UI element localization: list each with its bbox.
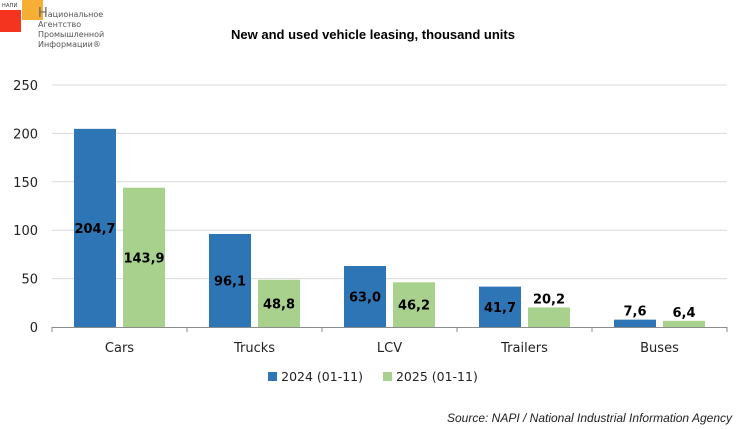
bar-lcv-2025 xyxy=(393,282,435,327)
logo-orange-square xyxy=(22,0,43,20)
bar-trucks-2025 xyxy=(258,279,300,327)
legend-swatch-2024 xyxy=(268,372,278,381)
y-tick-label: 100 xyxy=(13,224,38,239)
y-tick-label: 0 xyxy=(30,321,38,336)
data-label: 48,8 xyxy=(263,297,295,312)
data-label: 63,0 xyxy=(349,291,381,306)
y-tick-label: 200 xyxy=(13,127,38,142)
legend-swatch-2025 xyxy=(382,372,392,381)
data-label: 6,4 xyxy=(672,306,695,321)
data-label: 96,1 xyxy=(214,274,246,289)
logo-first-letter: Н xyxy=(38,6,48,21)
bar-trailers-2025 xyxy=(528,307,570,327)
bar-buses-2025 xyxy=(663,320,705,327)
y-axis-ticks: 0 50 100 150 200 250 xyxy=(13,79,38,336)
legend-label-2025: 2025 (01-11) xyxy=(395,369,478,384)
y-tick-label: 150 xyxy=(13,176,38,191)
chart-title: New and used vehicle leasing, thousand u… xyxy=(231,27,515,42)
x-tick-label: Trailers xyxy=(500,341,548,356)
x-tick-label: Buses xyxy=(640,341,679,356)
gridlines xyxy=(52,84,727,280)
data-label: 143,9 xyxy=(123,251,164,266)
bar-cars-2025 xyxy=(123,187,165,327)
logo-line3: Промышленной xyxy=(38,30,105,39)
bar-lcv-2024 xyxy=(344,266,386,327)
data-label: 204,7 xyxy=(74,222,115,237)
legend-item-2025: 2025 (01-11) xyxy=(382,369,478,384)
bar-trailers-2024 xyxy=(479,286,521,327)
data-label: 41,7 xyxy=(484,301,516,316)
y-tick-label: 50 xyxy=(21,273,38,288)
data-label: 20,2 xyxy=(533,292,565,307)
legend: 2024 (01-11) 2025 (01-11) xyxy=(0,369,746,384)
legend-item-2024: 2024 (01-11) xyxy=(268,369,363,384)
logo-line4: Информации® xyxy=(38,40,101,49)
logo-abbreviation: НАПИ xyxy=(2,3,18,9)
source-note: Source: NAPI / National Industrial Infor… xyxy=(446,411,732,425)
legend-label-2024: 2024 (01-11) xyxy=(281,369,363,384)
bars xyxy=(74,128,705,327)
bar-buses-2024 xyxy=(614,319,656,327)
bar-trucks-2024 xyxy=(209,233,251,327)
logo-name: Национальное Агентство Промышленной Инфо… xyxy=(38,6,105,50)
logo-red-square xyxy=(0,10,21,32)
x-tick-label: Trucks xyxy=(233,341,275,356)
x-axis: Cars Trucks LCV Trailers Buses xyxy=(51,327,728,356)
data-labels: 204,7 143,9 96,1 48,8 63,0 46,2 41,7 20,2 7,6 6,4 xyxy=(74,222,695,321)
x-tick-label: Cars xyxy=(105,341,134,356)
logo-line2: Агентство xyxy=(38,20,82,29)
x-tick-label: LCV xyxy=(377,341,402,356)
y-tick-label: 250 xyxy=(13,79,38,94)
bar-cars-2024 xyxy=(74,128,116,327)
napi-logo: НАПИ Национальное Агентство Промышленной… xyxy=(0,0,110,56)
data-label: 7,6 xyxy=(623,305,646,320)
logo-line1: ациональное xyxy=(47,10,104,19)
data-label: 46,2 xyxy=(398,299,430,314)
